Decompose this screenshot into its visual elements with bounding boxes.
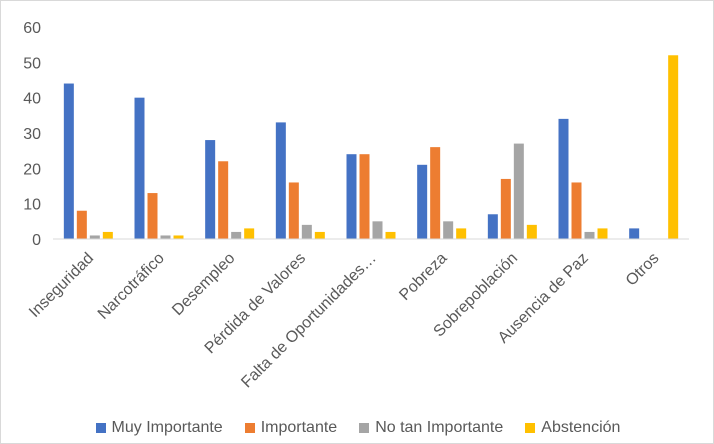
- bar-no-tan-importante-sobrepoblacion: [513, 143, 524, 239]
- chart-legend: Muy Importante Importante No tan Importa…: [1, 419, 714, 437]
- bar-importante-inseguridad: [76, 210, 87, 239]
- x-tick-label-narcotrafico: Narcotráfico: [95, 250, 168, 323]
- bar-abstencion-desempleo: [244, 228, 255, 239]
- bar-importante-narcotrafico: [147, 193, 158, 239]
- bar-muy-importante-perdida-de-valores: [275, 122, 286, 239]
- legend-item-no-tan-importante: No tan Importante: [359, 419, 503, 437]
- legend-swatch-muy-importante: [95, 423, 106, 433]
- bar-abstencion-falta-de-oportunidades: [385, 231, 396, 239]
- bar-muy-importante-falta-de-oportunidades: [346, 154, 357, 239]
- y-tick-label-60: 60: [23, 20, 41, 37]
- legend-label-abstencion: Abstención: [541, 419, 621, 436]
- bar-muy-importante-narcotrafico: [134, 97, 145, 240]
- bar-abstencion-otros: [668, 55, 679, 240]
- y-tick-label-20: 20: [23, 161, 41, 178]
- x-tick-label-otros: Otros: [623, 250, 663, 290]
- bar-abstencion-perdida-de-valores: [314, 231, 325, 239]
- y-tick-label-50: 50: [23, 55, 41, 72]
- bar-muy-importante-pobreza: [417, 164, 428, 239]
- legend-swatch-no-tan-importante: [359, 423, 370, 433]
- bar-importante-ausencia-de-paz: [571, 182, 582, 239]
- bar-muy-importante-sobrepoblacion: [487, 214, 498, 239]
- bar-abstencion-narcotrafico: [173, 235, 184, 239]
- legend-label-muy-importante: Muy Importante: [111, 419, 223, 436]
- legend-item-importante: Importante: [244, 419, 338, 437]
- bar-no-tan-importante-perdida-de-valores: [301, 224, 312, 239]
- legend-swatch-importante: [244, 423, 255, 433]
- bar-no-tan-importante-falta-de-oportunidades: [372, 221, 383, 239]
- bar-abstencion-sobrepoblacion: [526, 224, 537, 239]
- bar-muy-importante-ausencia-de-paz: [558, 118, 569, 239]
- bar-no-tan-importante-pobreza: [443, 221, 454, 239]
- bar-importante-perdida-de-valores: [288, 182, 299, 239]
- x-tick-label-desempleo: Desempleo: [169, 250, 238, 319]
- bar-no-tan-importante-ausencia-de-paz: [584, 231, 595, 239]
- bar-abstencion-ausencia-de-paz: [597, 228, 608, 239]
- bar-muy-importante-inseguridad: [63, 83, 74, 240]
- bar-muy-importante-otros: [629, 228, 640, 239]
- bar-importante-desempleo: [218, 161, 229, 239]
- y-tick-label-0: 0: [32, 232, 41, 249]
- y-tick-label-30: 30: [23, 126, 41, 143]
- bar-no-tan-importante-narcotrafico: [160, 235, 171, 239]
- x-tick-label-pobreza: Pobreza: [396, 250, 450, 304]
- legend-item-muy-importante: Muy Importante: [95, 419, 223, 437]
- x-tick-label-inseguridad: Inseguridad: [26, 250, 97, 321]
- x-tick-label-falta-de-oportunidades: Falta de Oportunidades…: [238, 250, 380, 392]
- bar-importante-pobreza: [430, 147, 441, 239]
- bar-abstencion-pobreza: [456, 228, 467, 239]
- bar-importante-sobrepoblacion: [500, 178, 511, 239]
- legend-label-importante: Importante: [260, 419, 338, 436]
- bar-no-tan-importante-inseguridad: [89, 235, 100, 239]
- bar-muy-importante-desempleo: [205, 140, 216, 239]
- bar-importante-falta-de-oportunidades: [359, 154, 370, 239]
- bar-abstencion-inseguridad: [102, 231, 113, 239]
- legend-label-no-tan-importante: No tan Importante: [375, 419, 504, 436]
- bar-series: [63, 55, 679, 240]
- legend-swatch-abstencion: [525, 423, 536, 433]
- legend-item-abstencion: Abstención: [525, 419, 620, 437]
- y-axis-ticks: 0 10 20 30 40 50 60: [23, 20, 41, 249]
- y-tick-label-40: 40: [23, 91, 41, 108]
- y-tick-label-10: 10: [23, 197, 41, 214]
- bar-no-tan-importante-desempleo: [231, 231, 242, 239]
